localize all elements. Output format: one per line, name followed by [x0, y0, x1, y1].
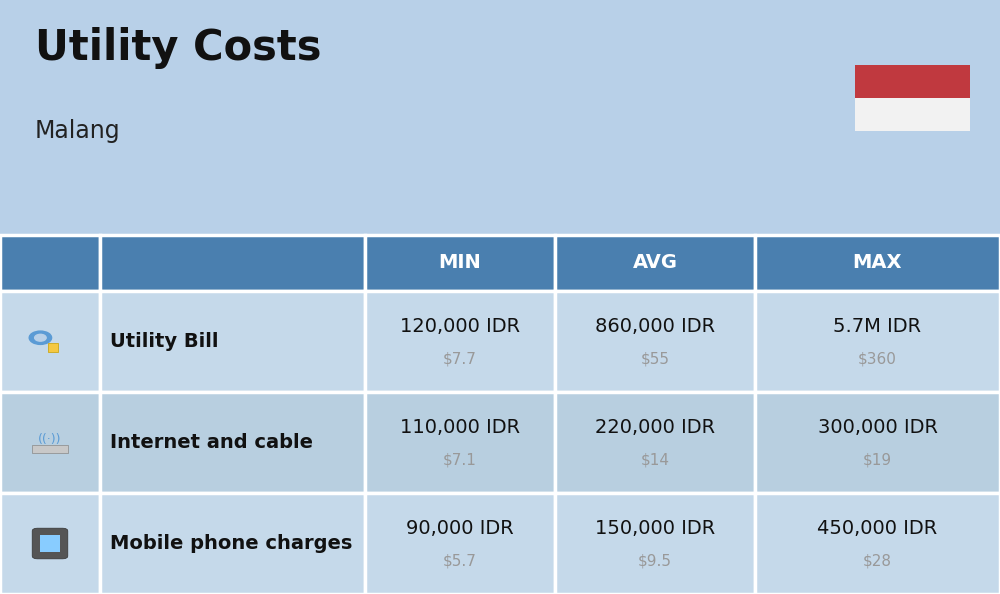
- Text: $9.5: $9.5: [638, 554, 672, 569]
- Bar: [365, 291, 555, 392]
- Bar: [48, 343, 58, 352]
- Text: $14: $14: [640, 453, 670, 468]
- Circle shape: [35, 334, 46, 341]
- Bar: [0, 235, 100, 291]
- Bar: [755, 392, 1000, 493]
- FancyBboxPatch shape: [32, 528, 68, 559]
- Bar: [365, 235, 555, 291]
- Text: $7.1: $7.1: [443, 453, 477, 468]
- Bar: [0, 493, 100, 594]
- Bar: [755, 493, 1000, 594]
- Text: Internet and cable: Internet and cable: [110, 433, 313, 452]
- Text: 120,000 IDR: 120,000 IDR: [400, 317, 520, 336]
- Text: Utility Costs: Utility Costs: [35, 27, 322, 69]
- Text: $28: $28: [863, 554, 892, 569]
- Bar: [40, 535, 60, 552]
- Bar: [100, 235, 365, 291]
- Bar: [32, 446, 68, 453]
- Bar: [855, 65, 970, 98]
- Text: 110,000 IDR: 110,000 IDR: [400, 418, 520, 437]
- Text: Utility Bill: Utility Bill: [110, 332, 218, 351]
- Text: $7.7: $7.7: [443, 352, 477, 367]
- Text: Malang: Malang: [35, 119, 121, 143]
- Bar: [100, 493, 365, 594]
- Text: MAX: MAX: [853, 254, 902, 272]
- Bar: [555, 235, 755, 291]
- Bar: [365, 493, 555, 594]
- Bar: [0, 291, 100, 392]
- Bar: [100, 392, 365, 493]
- Circle shape: [29, 331, 52, 345]
- Text: 150,000 IDR: 150,000 IDR: [595, 519, 715, 538]
- Bar: [555, 291, 755, 392]
- Text: $360: $360: [858, 352, 897, 367]
- Text: 450,000 IDR: 450,000 IDR: [817, 519, 938, 538]
- Text: 860,000 IDR: 860,000 IDR: [595, 317, 715, 336]
- Bar: [100, 291, 365, 392]
- Text: $5.7: $5.7: [443, 554, 477, 569]
- Text: 300,000 IDR: 300,000 IDR: [818, 418, 938, 437]
- Text: AVG: AVG: [633, 254, 678, 272]
- Text: $19: $19: [863, 453, 892, 468]
- Bar: [555, 392, 755, 493]
- Bar: [855, 98, 970, 131]
- Text: Mobile phone charges: Mobile phone charges: [110, 534, 352, 553]
- Bar: [555, 493, 755, 594]
- Bar: [0, 392, 100, 493]
- Text: 220,000 IDR: 220,000 IDR: [595, 418, 715, 437]
- Text: 90,000 IDR: 90,000 IDR: [406, 519, 514, 538]
- Text: 5.7M IDR: 5.7M IDR: [833, 317, 922, 336]
- Bar: [365, 392, 555, 493]
- Bar: [755, 235, 1000, 291]
- Text: $55: $55: [640, 352, 670, 367]
- Text: MIN: MIN: [439, 254, 481, 272]
- Bar: [755, 291, 1000, 392]
- Text: ((·)): ((·)): [38, 433, 62, 446]
